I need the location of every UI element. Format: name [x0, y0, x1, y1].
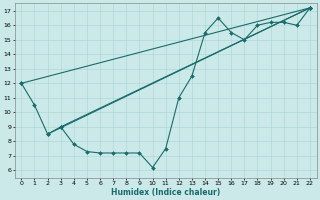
- X-axis label: Humidex (Indice chaleur): Humidex (Indice chaleur): [111, 188, 220, 197]
